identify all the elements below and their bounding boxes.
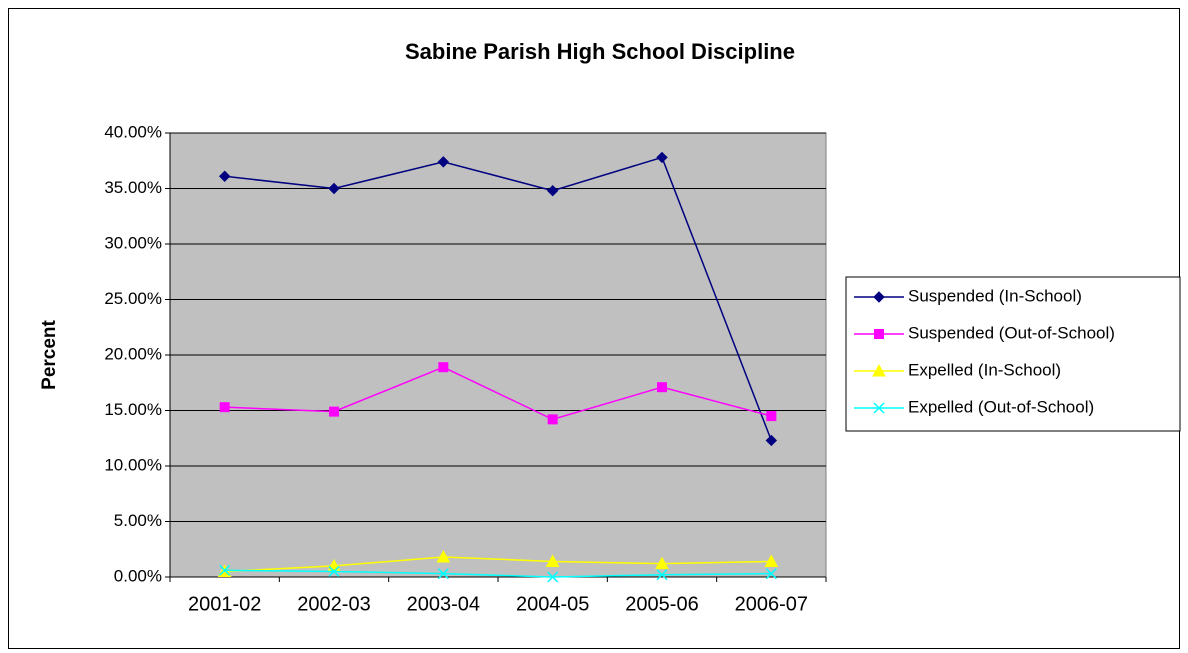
y-tick-label: 30.00%	[104, 233, 162, 252]
marker	[655, 556, 669, 570]
legend-label: Expelled (In-School)	[908, 360, 1061, 379]
marker	[437, 568, 449, 580]
legend-label: Expelled (Out-of-School)	[908, 397, 1094, 416]
marker	[436, 549, 451, 563]
series-line	[224, 156, 773, 441]
marker	[219, 564, 231, 576]
y-tick-label: 40.00%	[104, 122, 162, 141]
series-line	[224, 366, 772, 421]
y-tick-label: 35.00%	[104, 178, 162, 197]
series-line	[224, 556, 772, 573]
x-tick-label: 2003-04	[407, 593, 480, 615]
legend-label: Suspended (In-School)	[908, 286, 1082, 305]
chart-title: Sabine Parish High School Discipline	[405, 39, 795, 64]
x-tick-label: 2006-07	[735, 593, 808, 615]
legend-marker	[873, 402, 885, 414]
marker	[546, 185, 559, 197]
marker	[438, 362, 449, 373]
marker	[765, 434, 778, 447]
marker	[545, 554, 560, 567]
marker	[656, 569, 668, 581]
y-tick-label: 5.00%	[114, 511, 162, 530]
marker	[547, 414, 558, 425]
legend-label: Suspended (Out-of-School)	[908, 323, 1115, 342]
legend-box	[845, 276, 1181, 432]
x-tick-label: 2005-06	[625, 593, 698, 615]
legend-marker	[872, 363, 886, 377]
y-tick-label: 15.00%	[104, 400, 162, 419]
x-tick-label: 2002-03	[297, 593, 370, 615]
series-line	[224, 569, 772, 578]
marker	[547, 571, 559, 583]
marker	[219, 402, 230, 413]
marker	[218, 170, 231, 182]
marker	[329, 406, 339, 417]
marker	[656, 151, 668, 164]
legend-marker	[874, 329, 884, 339]
x-tick-label: 2001-02	[188, 593, 261, 615]
y-tick-label: 20.00%	[104, 344, 162, 363]
marker	[765, 568, 777, 580]
marker	[328, 565, 340, 577]
y-tick-label: 25.00%	[104, 289, 162, 308]
x-tick-label: 2004-05	[516, 593, 589, 615]
y-tick-label: 10.00%	[104, 455, 162, 474]
y-axis-label: Percent	[39, 319, 60, 389]
marker	[657, 382, 667, 393]
y-tick-label: 0.00%	[114, 566, 162, 585]
marker	[328, 182, 340, 195]
marker	[766, 411, 777, 422]
legend-marker	[873, 291, 885, 303]
marker	[764, 554, 779, 567]
marker	[437, 156, 450, 168]
